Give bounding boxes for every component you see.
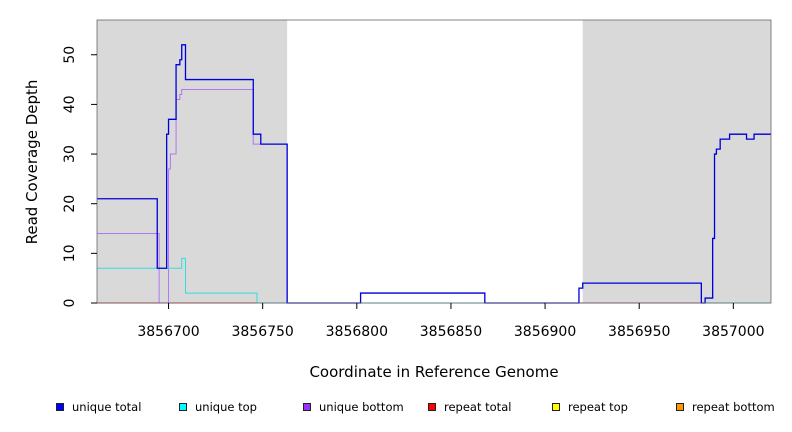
x-tick-label: 3856700 [137, 324, 199, 340]
legend-label: repeat total [444, 400, 512, 414]
x-tick-label: 3856850 [420, 324, 482, 340]
legend-item-repeat-top: repeat top [552, 400, 628, 414]
legend-item-repeat-bottom: repeat bottom [676, 400, 775, 414]
y-tick-label: 30 [62, 145, 78, 163]
legend-item-repeat-total: repeat total [428, 400, 511, 414]
legend-label: unique top [195, 400, 257, 414]
y-tick-label: 20 [62, 195, 78, 213]
shaded-region [582, 20, 771, 303]
x-axis: 3856700 3856750 3856800 3856850 3856900 38569… [137, 303, 765, 340]
legend-swatch [179, 403, 187, 411]
legend: unique total unique top unique bottom re… [0, 400, 792, 420]
x-axis-title: Coordinate in Reference Genome [309, 363, 558, 381]
x-tick-label: 3856900 [514, 324, 576, 340]
legend-label: unique bottom [319, 400, 404, 414]
legend-item-unique-bottom: unique bottom [303, 400, 404, 414]
x-tick-label: 3856800 [326, 324, 388, 340]
legend-item-unique-top: unique top [179, 400, 257, 414]
plot-frame [96, 19, 772, 304]
x-tick-label: 3856750 [231, 324, 293, 340]
y-tick-label: 50 [62, 46, 78, 64]
y-tick-label: 10 [62, 244, 78, 262]
y-tick-label: 40 [62, 95, 78, 113]
y-tick-label: 0 [62, 299, 78, 308]
shaded-region [97, 20, 288, 303]
x-tick-label: 3856950 [608, 324, 670, 340]
x-tick-label: 3857000 [702, 324, 764, 340]
legend-label: unique total [72, 400, 142, 414]
series-line-unique-total [97, 44, 771, 304]
legend-swatch [303, 403, 311, 411]
legend-item-unique-total: unique total [56, 400, 141, 414]
legend-label: repeat top [568, 400, 628, 414]
legend-swatch [676, 403, 684, 411]
shaded-regions [97, 20, 771, 303]
legend-swatch [56, 403, 64, 411]
y-axis-title: Read Coverage Depth [23, 80, 41, 245]
legend-swatch [552, 403, 560, 411]
y-axis: 0 10 20 30 40 50 [62, 46, 97, 308]
legend-label: repeat bottom [692, 400, 775, 414]
legend-swatch [428, 403, 436, 411]
